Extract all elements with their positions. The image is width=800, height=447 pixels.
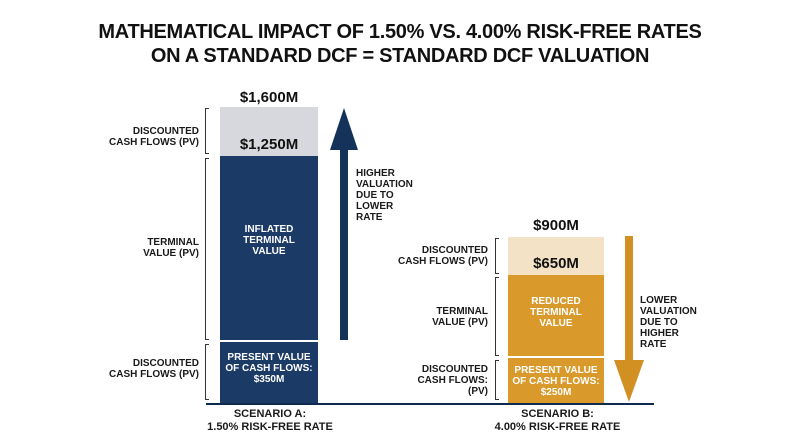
scenario-a-bracket-terminal bbox=[204, 158, 210, 340]
scenario-b-pv-line-1: PRESENT VALUE bbox=[514, 365, 598, 376]
scenario-a-label-discounted-top: DISCOUNTED CASH FLOWS (PV) bbox=[95, 126, 199, 148]
note-line: LOWER bbox=[640, 295, 678, 306]
scenario-b-terminal-value-text: REDUCED TERMINAL VALUE bbox=[508, 296, 604, 329]
scenario-b-marker-label: $650M bbox=[533, 255, 579, 272]
scenario-a-bracket-top bbox=[204, 108, 210, 154]
scenario-b-discounted-cash-flows-segment bbox=[508, 237, 604, 275]
scenario-b-terminal-line-1: REDUCED bbox=[531, 296, 581, 307]
scenario-b-present-value-segment: PRESENT VALUE OF CASH FLOWS: $250M bbox=[508, 358, 604, 403]
scenario-b-total-label: $900M bbox=[533, 217, 579, 234]
caption-line: 4.00% RISK-FREE RATE bbox=[494, 421, 621, 433]
label-line: DISCOUNTED bbox=[132, 358, 199, 369]
chart-baseline bbox=[206, 403, 654, 405]
scenario-b-pv-line-2: OF CASH FLOWS: bbox=[512, 376, 600, 387]
scenario-b-arrow-note: LOWER VALUATION DUE TO HIGHER RATE bbox=[640, 295, 697, 350]
note-line: DUE TO bbox=[640, 317, 678, 328]
scenario-b-bracket-top bbox=[494, 238, 500, 274]
scenario-a-pv-line-3: $350M bbox=[253, 374, 285, 385]
note-line: LOWER bbox=[356, 201, 394, 212]
note-line: RATE bbox=[640, 339, 667, 350]
scenario-a-label-terminal: TERMINAL VALUE (PV) bbox=[95, 237, 199, 259]
label-line: DISCOUNTED bbox=[421, 364, 488, 375]
note-line: HIGHER bbox=[356, 168, 395, 179]
scenario-b-present-value-text: PRESENT VALUE OF CASH FLOWS: $250M bbox=[508, 365, 604, 398]
up-arrow-icon bbox=[330, 108, 358, 340]
note-line: VALUATION bbox=[356, 179, 413, 190]
note-line: RATE bbox=[356, 212, 383, 223]
label-line: TERMINAL bbox=[147, 237, 199, 248]
label-line: DISCOUNTED bbox=[421, 245, 488, 256]
scenario-a-terminal-line-3: VALUE bbox=[252, 246, 286, 257]
caption-line: 1.50% RISK-FREE RATE bbox=[207, 421, 333, 433]
scenario-b-pv-line-3: $250M bbox=[540, 387, 572, 398]
scenario-a-present-value-segment: PRESENT VALUE OF CASH FLOWS: $350M bbox=[220, 342, 318, 403]
scenario-b-label-discounted-top: DISCOUNTED CASH FLOWS (PV) bbox=[384, 245, 488, 267]
scenario-b-terminal-line-3: VALUE bbox=[539, 318, 573, 329]
scenario-b-terminal-value-segment: REDUCED TERMINAL VALUE bbox=[508, 275, 604, 356]
caption-line: SCENARIO B: bbox=[521, 408, 594, 420]
chart-title-line-2: ON A STANDARD DCF = STANDARD DCF VALUATI… bbox=[150, 45, 650, 67]
label-line: CASH FLOWS: bbox=[417, 375, 488, 386]
caption-line: SCENARIO A: bbox=[233, 408, 307, 420]
scenario-b-terminal-line-2: TERMINAL bbox=[530, 307, 582, 318]
scenario-a-arrow-note: HIGHER VALUATION DUE TO LOWER RATE bbox=[356, 168, 413, 223]
label-line: TERMINAL bbox=[436, 306, 488, 317]
chart-title-line-1: MATHEMATICAL IMPACT OF 1.50% VS. 4.00% R… bbox=[98, 21, 702, 43]
label-line: (PV) bbox=[468, 386, 488, 397]
scenario-b-label-discounted-bottom: DISCOUNTED CASH FLOWS: (PV) bbox=[384, 364, 488, 397]
scenario-a-pv-line-2: OF CASH FLOWS: bbox=[225, 363, 313, 374]
scenario-a-terminal-line-2: TERMINAL bbox=[243, 235, 295, 246]
scenario-a-discounted-cash-flows-segment bbox=[220, 107, 318, 156]
note-line: DUE TO bbox=[356, 190, 394, 201]
note-line: HIGHER bbox=[640, 328, 679, 339]
scenario-a-bracket-bottom bbox=[204, 344, 210, 400]
scenario-a-terminal-value-segment: INFLATED TERMINAL VALUE bbox=[220, 156, 318, 340]
scenario-b-label-terminal: TERMINAL VALUE (PV) bbox=[384, 306, 488, 328]
scenario-a-pv-line-1: PRESENT VALUE bbox=[227, 352, 311, 363]
scenario-b-bracket-terminal bbox=[494, 277, 500, 356]
down-arrow-icon bbox=[614, 236, 644, 402]
label-line: CASH FLOWS (PV) bbox=[398, 256, 488, 267]
label-line: CASH FLOWS (PV) bbox=[109, 137, 199, 148]
label-line: CASH FLOWS (PV) bbox=[109, 369, 199, 380]
scenario-a-label-discounted-bottom: DISCOUNTED CASH FLOWS (PV) bbox=[95, 358, 199, 380]
scenario-b-caption: SCENARIO B: 4.00% RISK-FREE RATE bbox=[490, 408, 625, 434]
scenario-b-bracket-bottom bbox=[494, 360, 500, 400]
scenario-a-terminal-value-text: INFLATED TERMINAL VALUE bbox=[220, 224, 318, 257]
label-line: VALUE (PV) bbox=[432, 317, 488, 328]
scenario-a-caption: SCENARIO A: 1.50% RISK-FREE RATE bbox=[205, 408, 335, 434]
scenario-a-present-value-text: PRESENT VALUE OF CASH FLOWS: $350M bbox=[220, 352, 318, 385]
scenario-a-total-label: $1,600M bbox=[239, 89, 299, 106]
label-line: DISCOUNTED bbox=[132, 126, 199, 137]
scenario-a-terminal-line-1: INFLATED bbox=[244, 224, 294, 235]
note-line: VALUATION bbox=[640, 306, 697, 317]
scenario-a-marker-label: $1,250M bbox=[239, 136, 299, 153]
label-line: VALUE (PV) bbox=[143, 248, 199, 259]
